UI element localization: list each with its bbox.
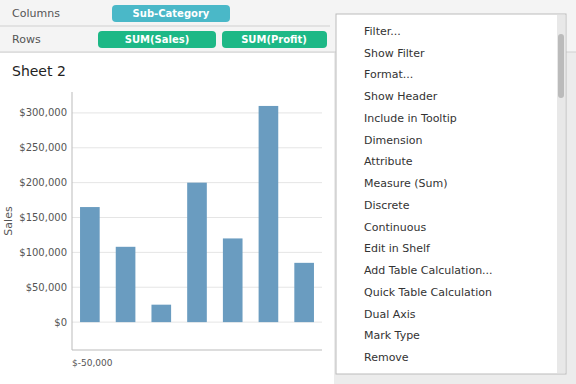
pill[interactable] [98, 31, 216, 48]
y-tick-label: $300,000 [19, 107, 67, 118]
bars [80, 106, 314, 322]
menu-item[interactable]: Dual Axis [364, 308, 416, 321]
y-tick-label: $50,000 [26, 282, 67, 293]
y-tick-label: $0 [54, 317, 67, 328]
toolbar-separator [0, 26, 330, 27]
bar [259, 106, 279, 322]
menu-item[interactable]: Include in Tooltip [364, 112, 457, 125]
menu-item[interactable]: Mark Type [364, 329, 420, 342]
menu-item[interactable]: Dimension [364, 134, 422, 147]
menu-item[interactable]: Filter... [364, 25, 401, 38]
pill-text: SUM(Sales) [125, 34, 190, 45]
bar [116, 247, 136, 322]
title: Sheet 2 [12, 63, 66, 79]
menu-item[interactable]: Remove [364, 351, 409, 364]
pill-text: Sub-Category [133, 8, 210, 19]
menu-item[interactable]: Edit in Shelf [364, 242, 431, 255]
pill-text: SUM(Profit) [241, 34, 307, 45]
y-tick-label: $100,000 [19, 247, 67, 258]
y-axis-line [72, 92, 73, 350]
menu-item[interactable]: Show Header [364, 90, 438, 103]
y-tick-label: $150,000 [19, 212, 67, 223]
bar [151, 305, 171, 322]
menu-item[interactable]: Show Filter [364, 47, 425, 60]
y-axis-label: Sales [2, 206, 15, 236]
bar [187, 183, 207, 322]
chart-background [0, 53, 334, 384]
menu-item[interactable]: Add Table Calculation... [364, 264, 493, 277]
grid-line [72, 147, 322, 148]
scrollbar-thumb [558, 34, 564, 98]
shelf-label: Rows [12, 33, 41, 46]
x-axis-line [72, 350, 322, 351]
y-tick-label: $200,000 [19, 177, 67, 188]
menu-item[interactable]: Format... [364, 68, 413, 81]
grid-line [72, 112, 322, 113]
pill[interactable] [112, 5, 230, 22]
menu-item[interactable]: Discrete [364, 199, 410, 212]
menu-item[interactable]: Measure (Sum) [364, 177, 448, 190]
menu-item[interactable]: Attribute [364, 155, 413, 168]
bar [80, 207, 100, 322]
shelf-label: Columns [12, 7, 60, 20]
scrollbar [557, 15, 565, 373]
bar [223, 238, 243, 322]
context-menu [336, 14, 566, 374]
pill[interactable] [222, 31, 327, 48]
y-tick-label: $250,000 [19, 142, 67, 153]
bar [294, 263, 314, 322]
menu-item[interactable]: Continuous [364, 221, 426, 234]
page: Columns Sub-Category Rows SUM(Sales) SUM(Pro… [0, 0, 576, 384]
annotation: $-50,000 [72, 358, 113, 368]
menu-item[interactable]: Quick Table Calculation [364, 286, 492, 299]
